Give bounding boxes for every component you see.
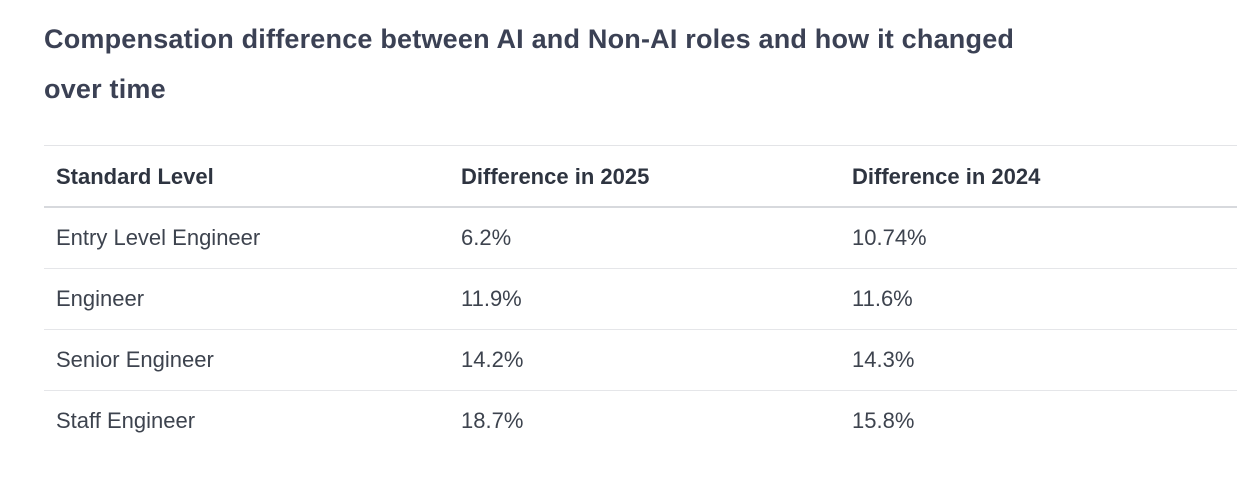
page-title-line-2: over time (44, 74, 166, 104)
diff-2024-cell: 11.6% (840, 268, 1237, 330)
table-row: Entry Level Engineer 6.2% 10.74% (44, 207, 1237, 269)
diff-2025-cell: 18.7% (461, 408, 524, 433)
diff-2025-cell: 11.9% (449, 268, 840, 330)
diff-2025-cell: 14.2% (449, 329, 840, 391)
level-cell: Staff Engineer (56, 408, 196, 433)
diff-2024-cell: 15.8% (852, 408, 915, 433)
column-header-difference-2024: Difference in 2024 (840, 145, 1237, 208)
table-row: Staff Engineer 18.7% 15.8% (44, 391, 1237, 452)
page-title-line-1: Compensation difference between AI and N… (44, 24, 1015, 54)
level-cell: Senior Engineer (44, 329, 449, 391)
table-header-row: Standard Level Difference in 2025 Differ… (44, 145, 1237, 208)
diff-2024-cell: 10.74% (840, 207, 1237, 269)
compensation-table: Standard Level Difference in 2025 Differ… (44, 145, 1237, 451)
column-header-standard-level: Standard Level (44, 145, 449, 208)
table-row: Senior Engineer 14.2% 14.3% (44, 329, 1237, 391)
column-header-difference-2025: Difference in 2025 (449, 145, 840, 208)
level-cell: Engineer (44, 268, 449, 330)
diff-2025-cell: 6.2% (449, 207, 840, 269)
diff-2024-cell: 14.3% (840, 329, 1237, 391)
level-cell: Entry Level Engineer (44, 207, 449, 269)
table-row: Engineer 11.9% 11.6% (44, 268, 1237, 330)
page-title: Compensation difference between AI and N… (44, 14, 1205, 114)
